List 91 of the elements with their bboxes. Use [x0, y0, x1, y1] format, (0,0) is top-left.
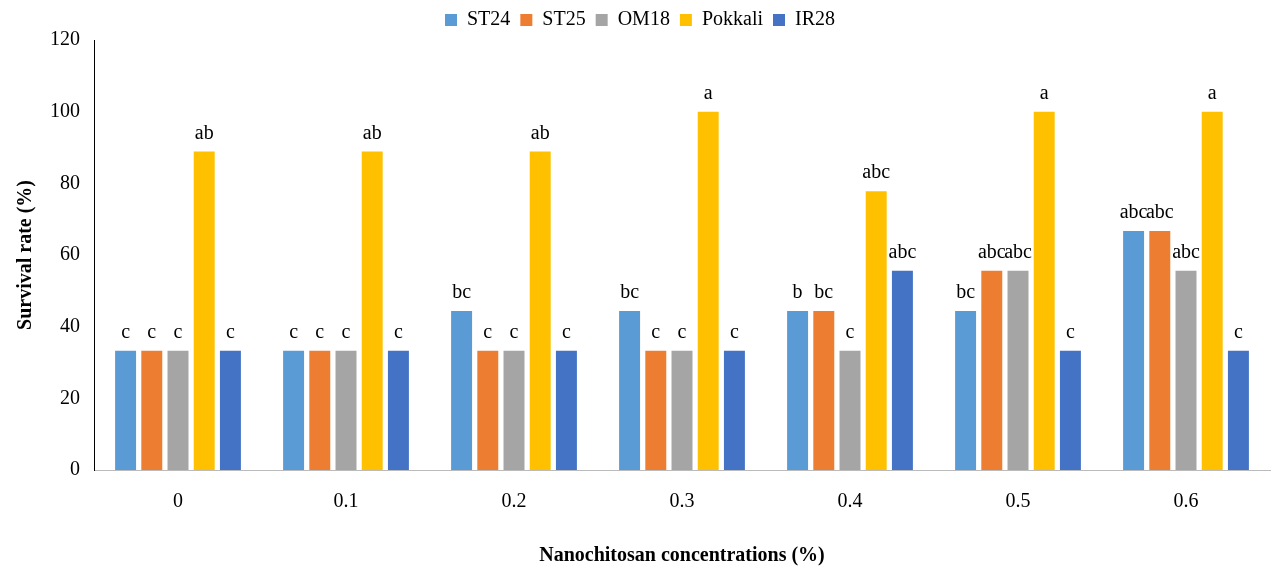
data-label: ab [362, 120, 382, 143]
x-tick-label: 0.4 [837, 489, 863, 512]
bar [387, 350, 409, 470]
data-label: c [729, 319, 739, 342]
bar [503, 350, 525, 470]
bar [141, 350, 163, 470]
legend-label: OM18 [617, 7, 670, 30]
bar [477, 350, 499, 470]
data-label: bc [956, 280, 976, 303]
data-label: c [121, 319, 131, 342]
data-label: c [483, 319, 493, 342]
data-label: b [792, 280, 803, 303]
data-label: ab [194, 120, 214, 143]
bar [193, 151, 215, 470]
bar [361, 151, 383, 470]
bar [813, 310, 835, 470]
bar [1123, 230, 1145, 470]
x-tick-label: 0.5 [1005, 489, 1031, 512]
bar [1059, 350, 1081, 470]
bar [167, 350, 189, 470]
data-label: c [561, 319, 571, 342]
data-label: c [393, 319, 403, 342]
y-tick-label: 20 [60, 385, 80, 408]
bar [451, 310, 473, 470]
data-label: c [651, 319, 661, 342]
legend-label: ST24 [466, 7, 511, 30]
data-label: a [703, 80, 713, 103]
data-label: abc [1172, 240, 1200, 263]
bar [645, 350, 667, 470]
bar [1149, 230, 1171, 470]
data-label: c [147, 319, 157, 342]
bar [671, 350, 693, 470]
data-label: c [315, 319, 325, 342]
y-tick-label: 0 [70, 457, 80, 480]
bar [1227, 350, 1249, 470]
data-label: abc [1119, 200, 1148, 223]
data-label: c [845, 319, 855, 342]
data-label: a [1039, 80, 1049, 103]
bar [309, 350, 331, 470]
data-label: a [1207, 80, 1217, 103]
bar [865, 191, 887, 470]
y-tick-label: 120 [50, 27, 80, 50]
x-tick-label: 0.3 [669, 489, 695, 512]
data-label: ab [530, 120, 550, 143]
x-tick-label: 0.6 [1173, 489, 1199, 512]
data-label: c [225, 319, 235, 342]
bar [891, 270, 913, 470]
x-tick-label: 0.2 [501, 489, 527, 512]
x-tick-label: 0.1 [333, 489, 359, 512]
bar [981, 270, 1003, 470]
bar [619, 310, 641, 470]
data-label: abc [1004, 240, 1032, 263]
data-label: c [677, 319, 687, 342]
data-label: c [341, 319, 351, 342]
data-label: c [289, 319, 299, 342]
bar [1033, 111, 1055, 470]
bar [1175, 270, 1197, 470]
data-label: bc [620, 280, 640, 303]
data-label: abc [977, 240, 1006, 263]
bar [697, 111, 719, 470]
bar [283, 350, 305, 470]
legend-label: Pokkali [701, 7, 764, 30]
y-tick-label: 100 [50, 98, 80, 121]
data-label: abc [862, 160, 891, 183]
bar [1201, 111, 1223, 470]
bar [115, 350, 137, 470]
y-tick-label: 40 [60, 313, 80, 336]
legend-label: IR28 [795, 7, 836, 30]
bar [219, 350, 241, 470]
bar [335, 350, 357, 470]
data-label: bc [814, 280, 834, 303]
x-axis-title: Nanochitosan concentrations (%) [539, 543, 825, 567]
bar [839, 350, 861, 470]
data-label: bc [452, 280, 472, 303]
data-label: c [173, 319, 183, 342]
bar [955, 310, 977, 470]
data-label: abc [888, 240, 917, 263]
data-label: c [1065, 319, 1075, 342]
data-label: c [1233, 319, 1243, 342]
bar [787, 310, 809, 470]
bar [555, 350, 577, 470]
data-label: c [509, 319, 519, 342]
bar [723, 350, 745, 470]
x-tick-label: 0 [173, 489, 183, 512]
bar [529, 151, 551, 470]
y-axis-title: Survival rate (%) [13, 180, 37, 330]
y-tick-label: 80 [60, 170, 80, 193]
bar [1007, 270, 1029, 470]
y-tick-label: 60 [60, 242, 80, 265]
legend-label: ST25 [542, 7, 586, 30]
data-label: abc [1145, 200, 1174, 223]
